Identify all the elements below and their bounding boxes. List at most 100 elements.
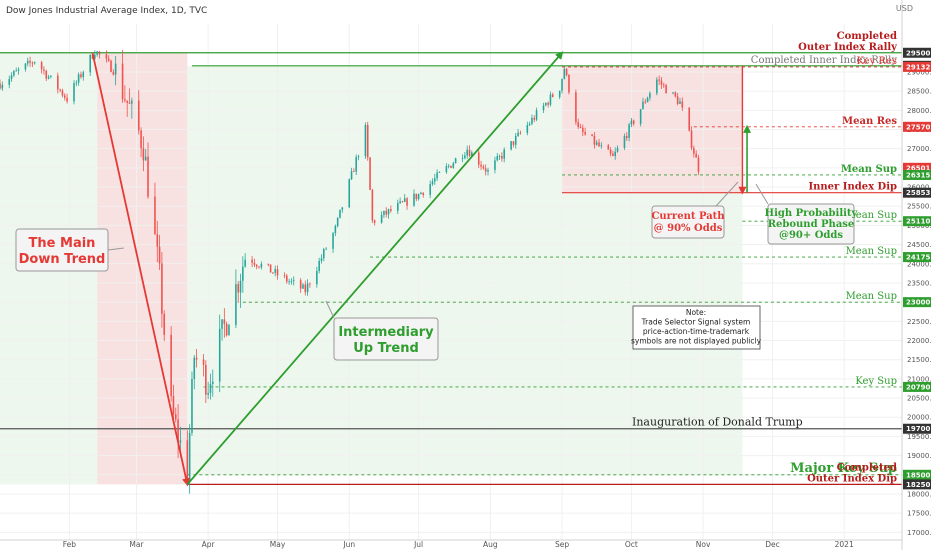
candle-body <box>690 130 693 149</box>
candle-body <box>662 84 665 86</box>
candle-body <box>244 259 246 267</box>
y-tick-label: 27000.0 <box>907 145 932 153</box>
x-tick-label: Nov <box>696 540 711 549</box>
rebound-box <box>767 203 855 245</box>
candle-body <box>477 152 480 165</box>
candle-body <box>681 101 684 108</box>
candle-body <box>105 54 108 59</box>
candle-body <box>114 63 117 75</box>
candle-body <box>528 123 531 126</box>
candle-body <box>431 181 434 185</box>
candle-body <box>320 258 323 261</box>
candle-body <box>96 51 98 55</box>
candle-body <box>50 75 52 77</box>
candle-body <box>688 107 691 131</box>
candle-body <box>110 60 112 73</box>
candle-body <box>126 100 129 103</box>
y-tick-label: 21500.0 <box>907 356 932 364</box>
level-label: Inauguration of Donald Trump <box>632 416 803 429</box>
candle-body <box>218 328 221 382</box>
candle-body <box>292 280 295 282</box>
candle-body <box>235 284 237 326</box>
candle-body <box>242 266 244 281</box>
y-tick-label: 21000.0 <box>907 375 932 383</box>
candle-body <box>1 84 4 89</box>
candle-body <box>632 120 635 124</box>
candle-body <box>461 158 464 159</box>
candle-body <box>29 60 31 63</box>
candle-body <box>535 110 538 120</box>
candle-body <box>299 280 302 289</box>
candle-body <box>422 192 425 195</box>
candle-body <box>195 357 198 360</box>
candle-body <box>357 156 360 158</box>
candle-body <box>94 54 96 59</box>
candle-body <box>630 120 633 125</box>
level-label: Mean Sup <box>846 210 897 221</box>
y-tick-label: 28500.0 <box>907 88 932 96</box>
candle-body <box>482 166 485 169</box>
trend-lines-layer <box>91 51 752 487</box>
price-tag-label: 25853.0 <box>906 189 932 197</box>
candle-body <box>660 80 663 85</box>
candle-body <box>413 193 415 206</box>
level-label: Mean Sup <box>846 291 897 302</box>
candle-body <box>131 100 133 104</box>
x-tick-label: May <box>270 540 286 549</box>
candle-body <box>646 97 649 103</box>
candle-body <box>531 117 533 124</box>
rebound-label: High Probability Rebound Phase @90+ Odds <box>765 208 859 241</box>
candle-body <box>551 94 554 97</box>
candle-body <box>193 357 196 379</box>
candle-body <box>695 153 697 158</box>
candle-body <box>438 171 441 173</box>
level-label: Mean Res <box>842 116 897 127</box>
x-tick-label: Dec <box>765 540 780 549</box>
candle-body <box>124 99 126 101</box>
current-path-label: Current Path @ 90% Odds <box>651 211 725 234</box>
candle-body <box>276 269 279 276</box>
candle-body <box>454 158 457 164</box>
candle-body <box>649 93 651 98</box>
candle-body <box>188 432 191 482</box>
candle-body <box>186 440 189 482</box>
down-trend-line <box>91 52 190 487</box>
candle-body <box>107 58 110 61</box>
y-tick-label: 17500.0 <box>907 510 932 518</box>
candle-body <box>272 272 274 274</box>
candle-body <box>191 378 193 433</box>
annotations-layer: Completed Outer Index Rally Completed Inne… <box>15 31 898 484</box>
candle-body <box>205 364 207 395</box>
candle-body <box>373 220 376 223</box>
x-tick-label: Aug <box>483 540 498 549</box>
candle-body <box>563 69 566 79</box>
candle-body <box>616 147 619 152</box>
candle-body <box>302 284 304 289</box>
candle-body <box>565 69 568 75</box>
price-axis[interactable]: 17000.0 17500.0 18000.0 18500.0 19000.0 19500… <box>901 0 932 550</box>
y-tick-label: 20500.0 <box>907 395 932 403</box>
candle-body <box>31 62 34 64</box>
level-label: Major Key Sup <box>790 461 897 476</box>
candle-body <box>75 82 78 84</box>
candle-body <box>501 155 503 159</box>
price-tag <box>903 61 931 72</box>
x-tick-label: Jun <box>342 540 355 549</box>
candle-body <box>452 163 455 168</box>
candle-body <box>494 160 496 170</box>
level-label: Completed Outer Index Rally <box>798 31 898 53</box>
candle-body <box>336 217 339 227</box>
candle-body <box>512 141 515 145</box>
candle-body <box>47 76 50 79</box>
time-axis[interactable]: Feb Mar Apr May Jun Jul Aug Sep Oct Nov Dec 2021 <box>0 539 902 549</box>
candle-body <box>355 157 357 172</box>
zones-layer <box>0 52 743 485</box>
intermediary-up-trend-label: Intermediary Up Trend <box>338 325 434 356</box>
price-tag-label: 18250.0 <box>906 481 932 489</box>
candle-body <box>0 83 1 89</box>
candle-body <box>163 313 166 335</box>
price-tag <box>903 121 931 132</box>
price-tag-label: 27570.0 <box>906 123 932 131</box>
candle-body <box>390 209 392 211</box>
